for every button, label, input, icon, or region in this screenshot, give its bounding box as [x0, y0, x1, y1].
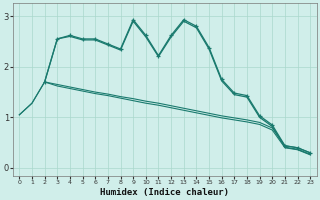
X-axis label: Humidex (Indice chaleur): Humidex (Indice chaleur) — [100, 188, 229, 197]
